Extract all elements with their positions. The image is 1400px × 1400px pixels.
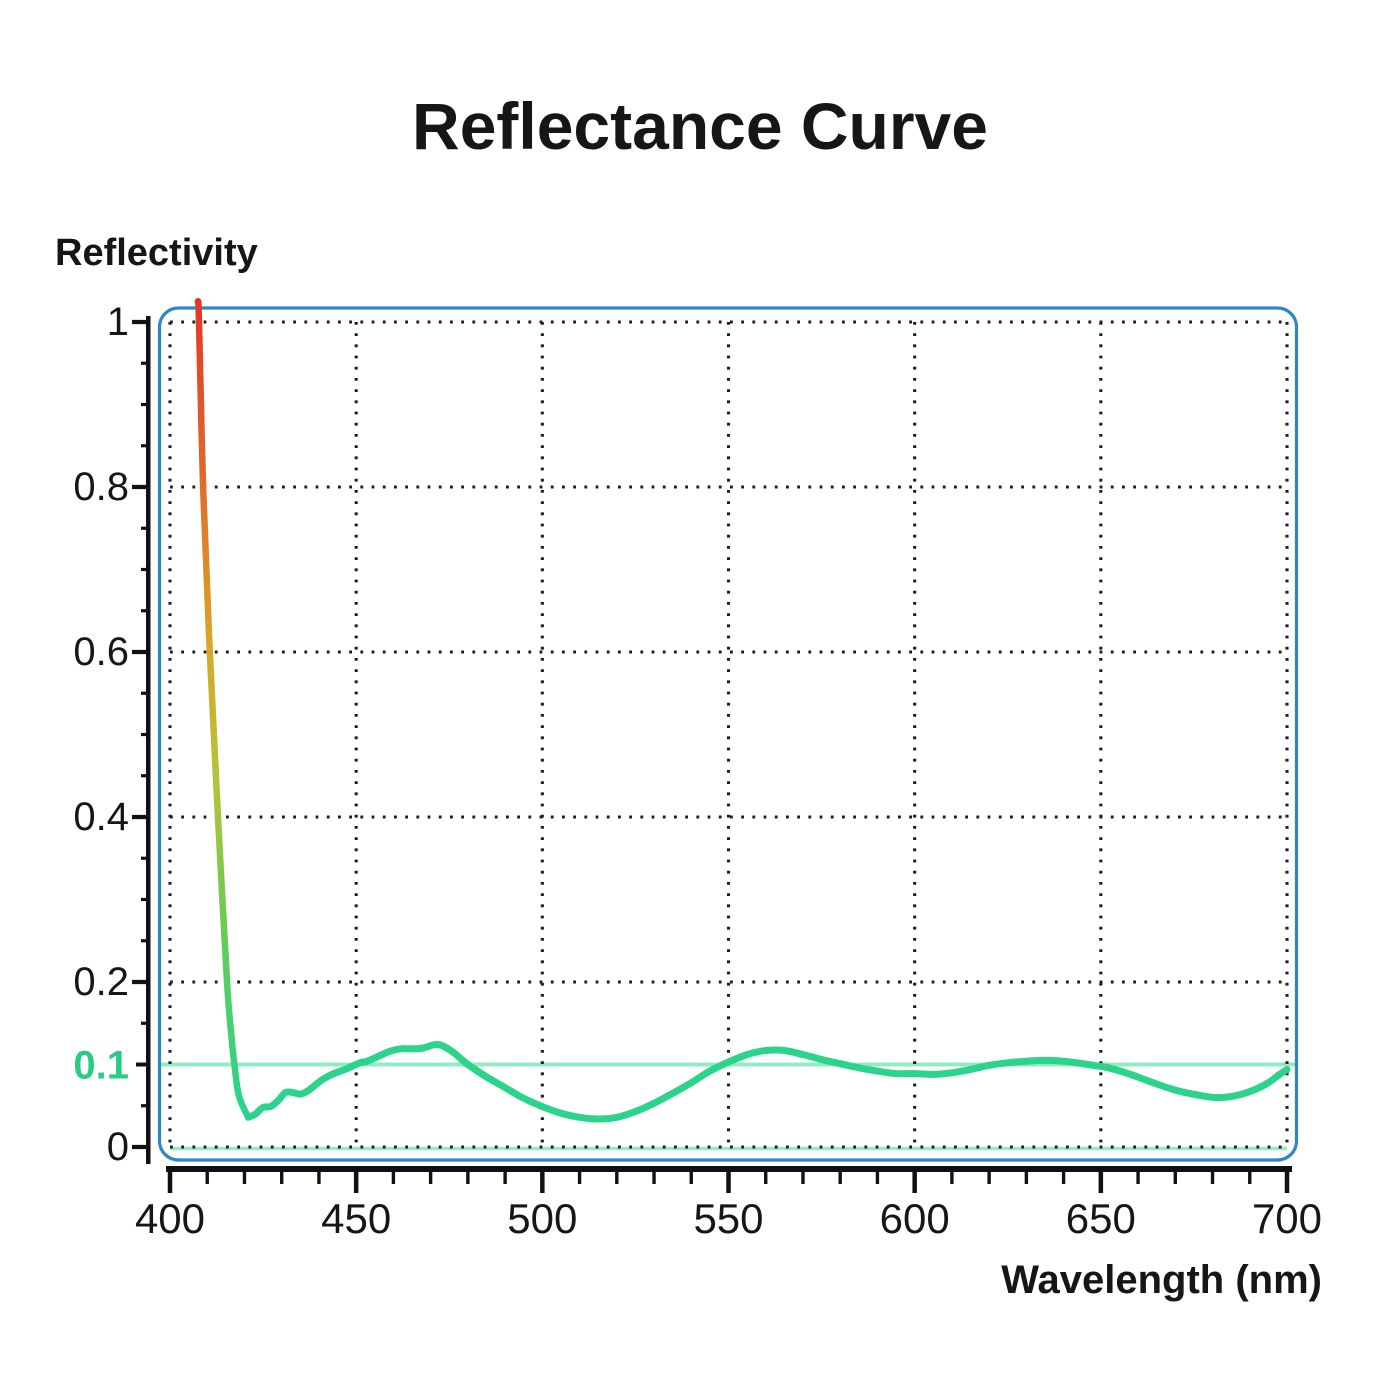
- y-axis-line: [146, 316, 151, 1164]
- x-tick-label-500: 500: [507, 1195, 577, 1242]
- y-tick-label-0.2: 0.2: [73, 960, 129, 1004]
- series-uv-cutoff-edge: [194, 298, 252, 1121]
- chart-title: Reflectance Curve: [412, 89, 988, 163]
- series-reflectance: [244, 1040, 1291, 1123]
- x-tick-label-450: 450: [321, 1195, 391, 1242]
- x-tick-label-400: 400: [135, 1195, 205, 1242]
- y-tick-label-1: 1: [107, 300, 129, 344]
- x-tick-label-650: 650: [1066, 1195, 1136, 1242]
- x-axis-line: [166, 1166, 1292, 1172]
- y-axis-title: Reflectivity: [55, 232, 258, 274]
- y-tick-label-0.8: 0.8: [73, 465, 129, 509]
- x-tick-label-600: 600: [880, 1195, 950, 1242]
- x-tick-label-700: 700: [1252, 1195, 1322, 1242]
- plot-border: [157, 306, 1299, 1162]
- y-tick-label-0p1: 0.1: [73, 1044, 129, 1088]
- y-tick-label-0.4: 0.4: [73, 795, 129, 839]
- x-tick-label-550: 550: [693, 1195, 763, 1242]
- y-tick-label-0: 0: [107, 1125, 129, 1169]
- x-axis-title: Wavelength (nm): [1001, 1258, 1322, 1302]
- y-tick-label-0.6: 0.6: [73, 630, 129, 674]
